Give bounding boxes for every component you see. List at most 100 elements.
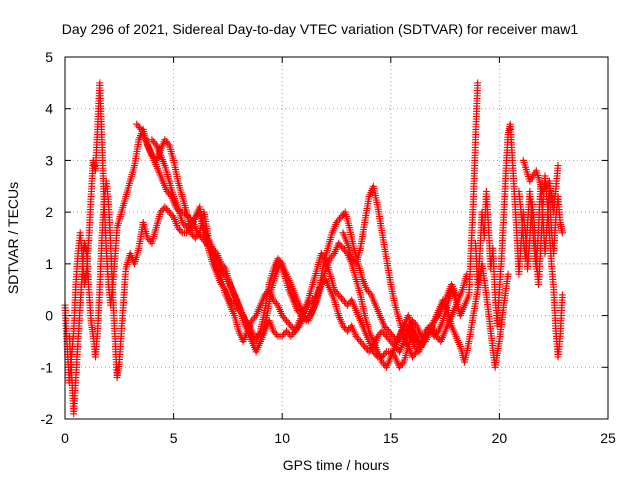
data-point <box>304 301 312 309</box>
data-point <box>366 289 374 297</box>
data-point <box>235 306 243 314</box>
data-point <box>300 312 308 320</box>
axis-ticks: 0 5 10 15 20 25 -2 -1 0 1 2 3 4 5 <box>41 49 616 446</box>
data-point <box>287 322 295 330</box>
data-point <box>385 327 393 335</box>
data-point <box>335 239 343 247</box>
data-point <box>232 303 240 311</box>
data-point <box>249 334 257 342</box>
data-point <box>388 339 396 347</box>
data-point <box>272 300 280 307</box>
data-point <box>145 236 153 244</box>
data-point <box>168 212 176 220</box>
data-point <box>411 350 419 357</box>
data-point <box>412 344 420 352</box>
y-tick-label: -1 <box>41 359 54 375</box>
data-point <box>278 312 286 320</box>
data-point <box>294 324 302 332</box>
data-point <box>409 353 416 361</box>
data-point <box>186 220 193 228</box>
data-point <box>219 282 227 290</box>
data-point <box>191 213 199 221</box>
data-point <box>339 322 347 330</box>
data-point <box>339 296 347 304</box>
data-point <box>274 255 282 263</box>
data-point <box>361 343 369 351</box>
data-point <box>354 334 361 342</box>
x-tick-label: 0 <box>61 430 69 446</box>
data-point <box>363 286 371 294</box>
data-point <box>335 215 343 223</box>
data-point <box>386 329 394 337</box>
data-point <box>396 363 403 371</box>
data-point <box>185 213 193 221</box>
data-point <box>463 270 471 278</box>
data-point <box>285 320 293 328</box>
y-tick-label: 0 <box>45 308 53 324</box>
data-point <box>474 79 482 87</box>
y-tick-label: 4 <box>45 101 53 117</box>
data-point <box>288 331 296 338</box>
plot-frame <box>64 56 609 420</box>
data-point <box>380 329 388 337</box>
data-point <box>343 327 351 335</box>
y-tick-label: 3 <box>45 152 53 168</box>
y-tick-label: -2 <box>41 411 54 427</box>
data-point <box>398 360 406 368</box>
data-point <box>504 270 512 278</box>
data-point <box>337 213 345 221</box>
x-tick-label: 10 <box>274 430 290 446</box>
x-tick-label: 15 <box>383 430 399 446</box>
data-point <box>358 339 366 347</box>
data-point <box>378 327 386 335</box>
data-point <box>220 270 228 278</box>
data-point <box>432 332 440 340</box>
y-axis-label: SDTVAR / TECUs <box>5 182 21 294</box>
y-tick-label: 2 <box>45 204 53 220</box>
data-point <box>164 139 172 147</box>
data-point <box>136 124 144 132</box>
data-point <box>220 284 228 292</box>
data-point <box>275 256 283 264</box>
data-point <box>367 346 374 354</box>
data-point <box>190 215 198 223</box>
data-point <box>558 291 566 299</box>
data-point <box>175 225 183 233</box>
data-point <box>177 227 185 235</box>
data-point <box>270 296 277 304</box>
y-tick-label: 1 <box>45 256 53 272</box>
data-point <box>183 212 191 220</box>
data-point <box>178 219 186 226</box>
data-point <box>164 206 172 214</box>
data-point <box>333 219 340 226</box>
data-point <box>226 296 234 304</box>
data-point <box>348 255 356 263</box>
data-point <box>389 332 397 340</box>
data-point <box>248 317 256 325</box>
data-point <box>293 306 301 314</box>
data-point <box>352 332 360 340</box>
data-point <box>336 241 344 249</box>
data-point <box>167 210 175 218</box>
data-point <box>430 317 438 325</box>
data-point <box>236 308 244 316</box>
data-point <box>182 210 190 218</box>
data-point <box>326 255 334 263</box>
data-point <box>333 289 341 297</box>
data-point <box>554 162 562 170</box>
data-point <box>338 212 346 220</box>
data-point <box>162 138 170 145</box>
data-point <box>248 332 256 340</box>
data-point <box>270 327 277 335</box>
data-point <box>165 189 172 197</box>
data-point <box>359 341 367 349</box>
data-point <box>558 229 566 237</box>
x-tick-label: 5 <box>170 430 178 446</box>
data-point <box>157 208 165 216</box>
data-point <box>411 343 419 351</box>
data-point <box>187 219 195 226</box>
data-point <box>212 256 220 264</box>
data-point <box>228 298 235 306</box>
data-point <box>410 351 418 359</box>
y-tick-label: 5 <box>45 49 53 65</box>
